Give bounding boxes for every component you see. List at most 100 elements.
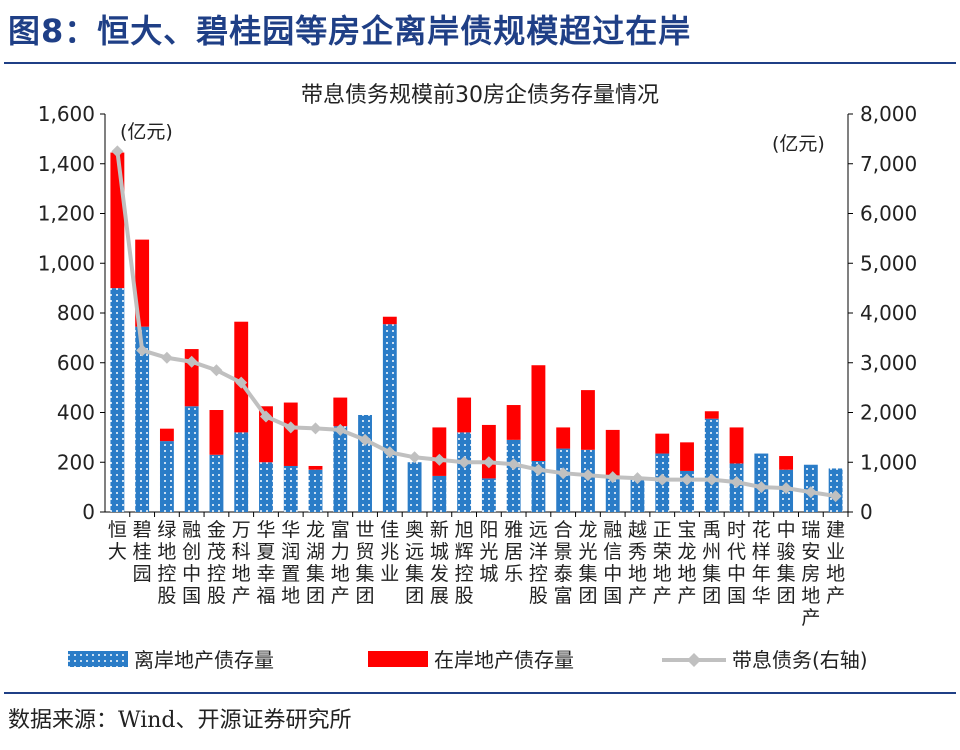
x-tick-label: 花样年华 bbox=[752, 519, 771, 607]
right-axis-unit: (亿元) bbox=[772, 133, 825, 155]
line-point bbox=[656, 473, 669, 486]
bar-onshore bbox=[581, 390, 595, 450]
x-tick-label: 万科地产 bbox=[232, 519, 251, 607]
y2-tick-label: 3,000 bbox=[860, 351, 917, 375]
x-tick-label: 绿地控股 bbox=[157, 519, 176, 607]
x-tick-label: 越秀地产 bbox=[628, 519, 647, 607]
line-point bbox=[433, 453, 446, 466]
bar-offshore bbox=[358, 414, 372, 512]
bar-onshore bbox=[110, 152, 125, 289]
bar-onshore bbox=[209, 410, 224, 455]
legend-offshore-label: 离岸地产债存量 bbox=[134, 648, 274, 672]
bar-onshore bbox=[283, 402, 298, 466]
line-point bbox=[309, 422, 322, 435]
y2-tick-label: 1,000 bbox=[860, 450, 917, 474]
x-tick-label: 华夏幸福 bbox=[256, 519, 275, 607]
bar-onshore bbox=[556, 427, 571, 449]
line-point bbox=[185, 355, 198, 368]
bar-offshore bbox=[234, 432, 249, 512]
bar-offshore bbox=[333, 426, 348, 512]
bar-offshore bbox=[630, 479, 645, 512]
bar-onshore bbox=[481, 424, 496, 479]
x-tick-label: 禹州集团 bbox=[702, 519, 721, 607]
x-tick-label: 富力地产 bbox=[331, 519, 350, 607]
y2-tick-label: 6,000 bbox=[860, 202, 917, 226]
legend-line-marker bbox=[687, 653, 701, 667]
line-point bbox=[383, 446, 396, 459]
line-point bbox=[581, 469, 594, 482]
bar-onshore bbox=[308, 465, 323, 470]
bar-offshore bbox=[432, 475, 447, 512]
x-tick-label: 新城发展 bbox=[430, 519, 449, 607]
y-tick-label: 800 bbox=[57, 301, 95, 325]
y2-tick-label: 0 bbox=[860, 500, 873, 524]
x-tick-label: 正荣地产 bbox=[653, 519, 672, 607]
x-tick-label: 金茂控股 bbox=[207, 519, 226, 607]
legend-offshore-swatch bbox=[68, 651, 128, 667]
line-point bbox=[755, 481, 768, 494]
x-tick-label: 龙湖集团 bbox=[306, 519, 325, 607]
y2-tick-label: 4,000 bbox=[860, 301, 917, 325]
bar-offshore bbox=[556, 448, 571, 512]
bar-onshore bbox=[605, 429, 620, 478]
line-point bbox=[532, 463, 545, 476]
bar-offshore bbox=[209, 454, 224, 512]
bar-offshore bbox=[283, 465, 298, 512]
bar-onshore bbox=[506, 405, 521, 440]
y-tick-label: 1,000 bbox=[38, 251, 95, 275]
bar-onshore bbox=[159, 428, 174, 442]
x-tick-label: 佳兆业 bbox=[380, 519, 399, 585]
y-tick-label: 200 bbox=[57, 450, 95, 474]
y-tick-label: 0 bbox=[82, 500, 95, 524]
x-tick-label: 融创中国 bbox=[182, 519, 201, 607]
bar-offshore bbox=[184, 406, 199, 512]
y-tick-label: 1,400 bbox=[38, 152, 95, 176]
legend-onshore-swatch bbox=[368, 651, 428, 667]
bar-offshore bbox=[159, 441, 174, 512]
y-tick-label: 1,200 bbox=[38, 202, 95, 226]
line-point bbox=[507, 458, 520, 471]
bar-offshore bbox=[407, 462, 422, 512]
line-point bbox=[334, 423, 347, 436]
x-tick-label: 奥远集团 bbox=[405, 519, 424, 607]
y-tick-label: 400 bbox=[57, 401, 95, 425]
x-tick-label: 时代中国 bbox=[727, 519, 746, 607]
bar-offshore bbox=[382, 324, 397, 512]
legend-line-label: 带息债务(右轴) bbox=[732, 648, 868, 672]
y-tick-label: 600 bbox=[57, 351, 95, 375]
line-point bbox=[631, 472, 644, 485]
line-point bbox=[829, 490, 842, 503]
line-point bbox=[136, 344, 149, 357]
y2-tick-label: 5,000 bbox=[860, 251, 917, 275]
legend-onshore-label: 在岸地产债存量 bbox=[434, 648, 574, 672]
top-divider bbox=[4, 62, 956, 64]
line-point bbox=[359, 433, 372, 446]
y2-tick-label: 8,000 bbox=[860, 102, 917, 126]
bar-offshore bbox=[135, 326, 150, 512]
bottom-divider bbox=[4, 692, 956, 694]
x-tick-label: 融信中国 bbox=[603, 519, 622, 607]
bar-offshore bbox=[704, 418, 719, 512]
x-tick-label: 世贸集团 bbox=[356, 519, 375, 607]
x-tick-label: 远洋控股 bbox=[529, 519, 548, 607]
x-tick-label: 合景泰富 bbox=[554, 519, 573, 607]
bar-onshore bbox=[135, 239, 150, 327]
line-point bbox=[780, 482, 793, 495]
line-point bbox=[210, 364, 223, 377]
line-point bbox=[458, 456, 471, 469]
x-tick-label: 华润置地 bbox=[281, 519, 300, 607]
x-tick-label: 中骏集团 bbox=[777, 519, 796, 607]
x-tick-label: 建业地产 bbox=[826, 519, 845, 607]
line-point bbox=[705, 473, 718, 486]
x-tick-label: 碧桂园 bbox=[133, 519, 152, 585]
x-tick-label: 瑞安房地产 bbox=[801, 519, 820, 629]
bar-onshore bbox=[655, 433, 670, 454]
bar-offshore bbox=[605, 477, 620, 512]
x-tick-label: 阳光城 bbox=[479, 519, 498, 585]
chart-title: 带息债务规模前30房企债务存量情况 bbox=[301, 83, 659, 108]
y2-tick-label: 7,000 bbox=[860, 152, 917, 176]
x-tick-label: 旭辉控股 bbox=[455, 519, 474, 607]
bar-onshore bbox=[457, 397, 472, 433]
bar-offshore bbox=[110, 288, 125, 512]
bar-onshore bbox=[704, 411, 719, 419]
